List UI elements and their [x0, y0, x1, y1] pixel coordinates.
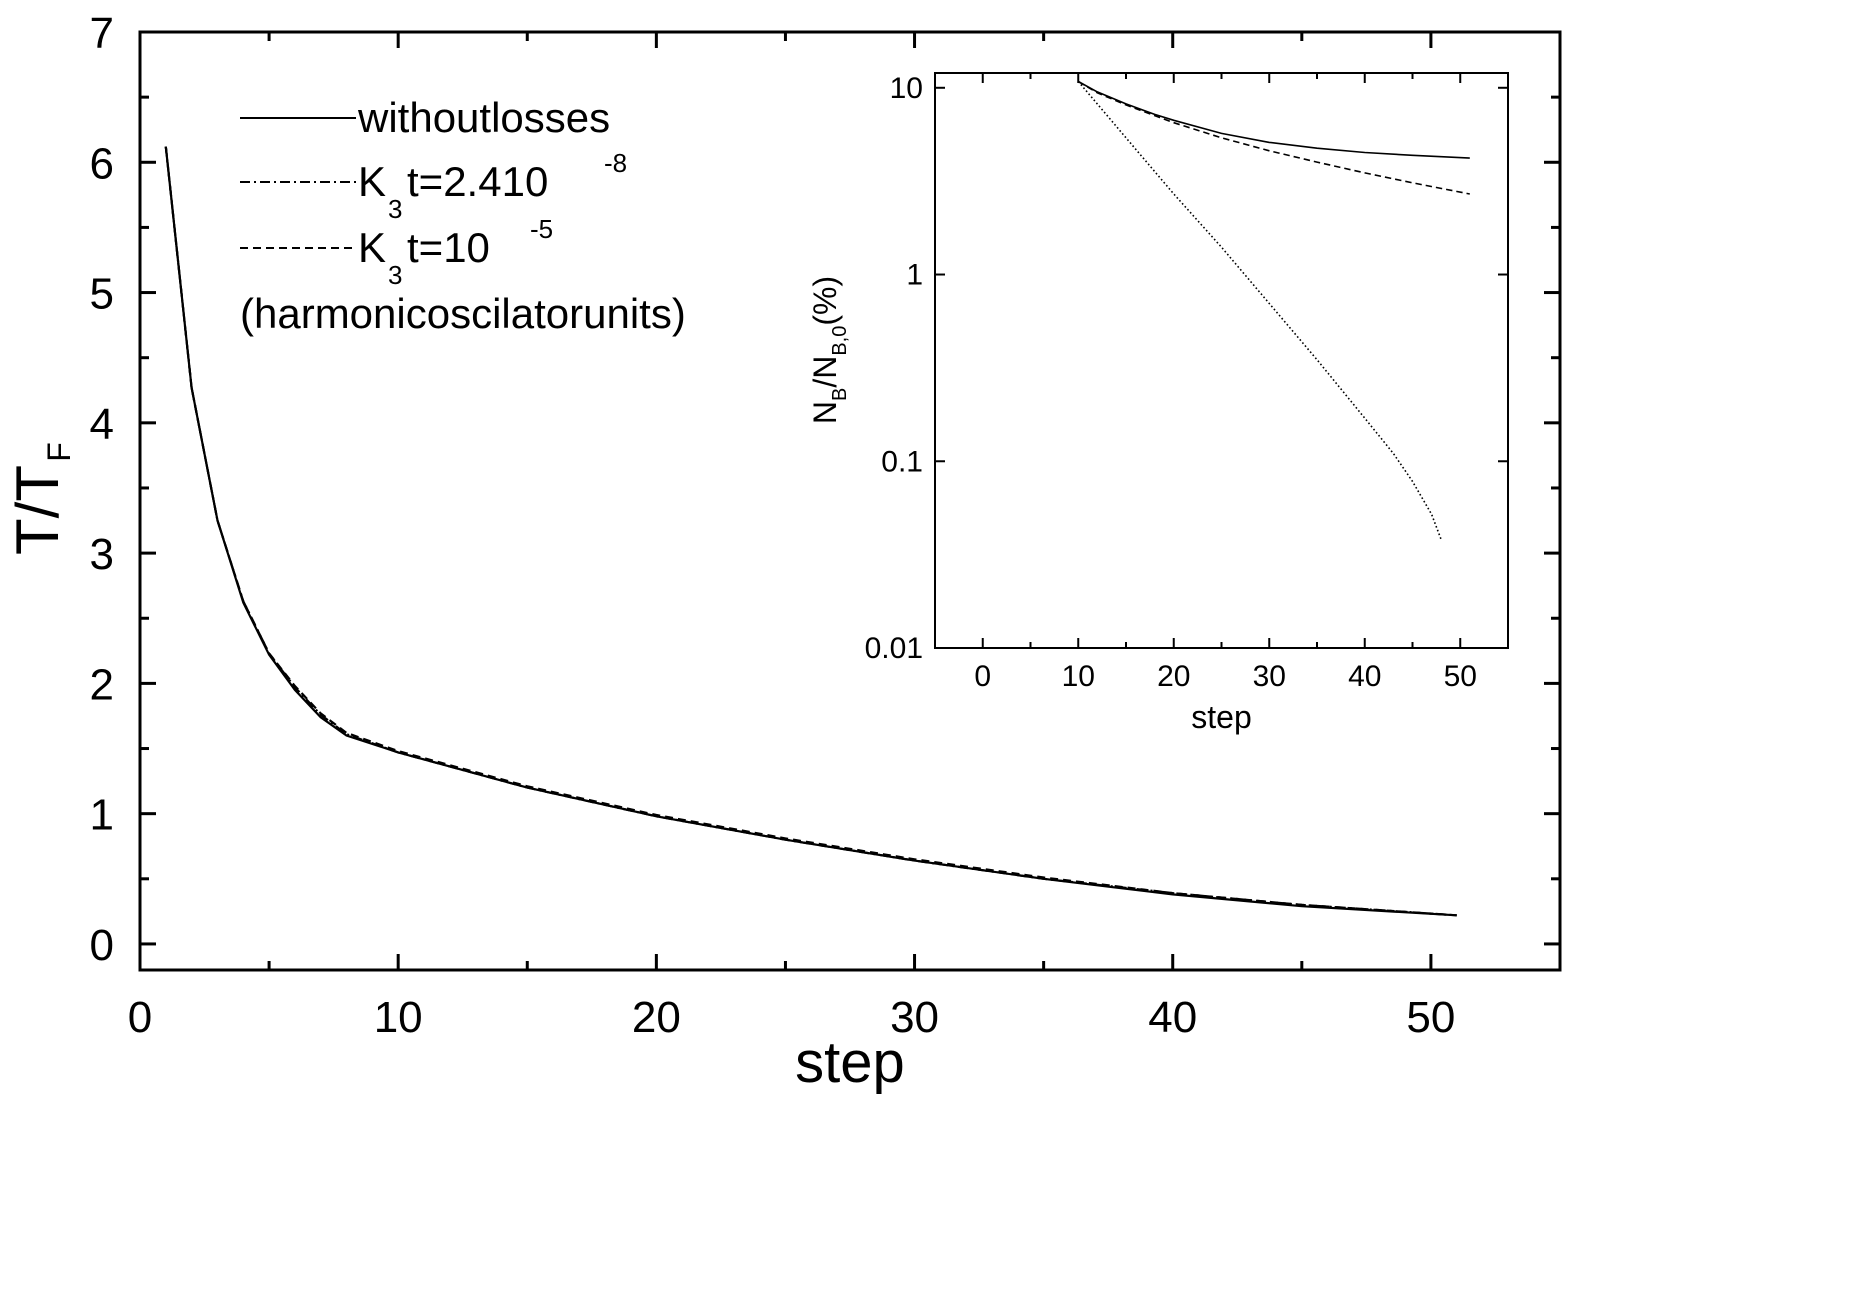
- inset-y-tick-label: 0.1: [881, 445, 923, 478]
- inset-x-tick-label: 0: [974, 660, 991, 693]
- inset-x-tick-label: 30: [1253, 660, 1286, 693]
- inset-y-axis-label: NB/NB,0(%): [807, 276, 851, 424]
- y-axis-label-subscript: F: [41, 442, 77, 462]
- legend-label-exponent: -8: [604, 148, 627, 178]
- legend-label-k: K: [358, 224, 386, 271]
- inset-plot: 0 10 20 30 40 50 0.01 0.1 1 10 step NB/NB,0(%): [807, 72, 1509, 735]
- inset-y-tick-label: 0.01: [865, 632, 923, 665]
- y-tick-label: 3: [90, 530, 114, 579]
- plot-frame: [138, 30, 1562, 972]
- x-axis-label: step: [795, 1030, 905, 1095]
- inset-y-axis-label-part: /N: [807, 356, 843, 388]
- y-axis-label: T/T: [4, 465, 71, 555]
- inset-y-axis-label-subscript: B,0: [829, 326, 851, 356]
- y-tick-label: 0: [90, 921, 114, 970]
- y-tick-label: 2: [90, 660, 114, 709]
- y-tick-label: 1: [90, 791, 114, 840]
- x-tick-label: 20: [632, 993, 681, 1042]
- inset-x-tick-label: 20: [1157, 660, 1190, 693]
- x-tick-label: 40: [1148, 993, 1197, 1042]
- series-line-dashed: [164, 146, 1457, 917]
- inset-x-tick-label: 40: [1348, 660, 1381, 693]
- inset-x-tick-label: 10: [1062, 660, 1095, 693]
- main-plot: 0 10 20 30 40 5001234567stepT/TFwithoutlosses…: [4, 9, 1562, 1095]
- legend-label-value: t=2.410: [407, 158, 548, 205]
- y-tick-label: 5: [90, 270, 114, 319]
- inset-y-axis-label-part: N: [807, 401, 843, 424]
- y-tick-label: 7: [90, 9, 114, 58]
- x-tick-label: 0: [128, 993, 152, 1042]
- x-tick-label: 10: [374, 993, 423, 1042]
- inset-y-tick-label: 1: [906, 259, 923, 292]
- inset-y-axis-label-part: (%): [807, 276, 843, 326]
- inset-background: [935, 73, 1508, 648]
- inset-x-axis-label: step: [1191, 699, 1251, 735]
- y-tick-label: 6: [90, 139, 114, 188]
- x-tick-label: 50: [1406, 993, 1455, 1042]
- legend-label-exponent: -5: [530, 214, 553, 244]
- inset-y-tick-label: 10: [890, 72, 923, 105]
- inset-x-tick-label: 50: [1444, 660, 1477, 693]
- legend-label-value: t=10: [407, 224, 490, 271]
- legend-note: (harmonicoscilatorunits): [240, 290, 686, 337]
- legend-label-k: K: [358, 158, 386, 205]
- y-tick-label: 4: [90, 400, 114, 449]
- inset-series-line-dashed: [1077, 80, 1470, 195]
- x-tick-label: 30: [890, 993, 939, 1042]
- inset-series-line-solid: [1077, 80, 1470, 159]
- legend-label-subscript: 3: [388, 194, 402, 224]
- inset-y-axis-label-subscript: B: [829, 388, 851, 401]
- legend-label-subscript: 3: [388, 260, 402, 290]
- legend-label: withoutlosses: [357, 94, 610, 141]
